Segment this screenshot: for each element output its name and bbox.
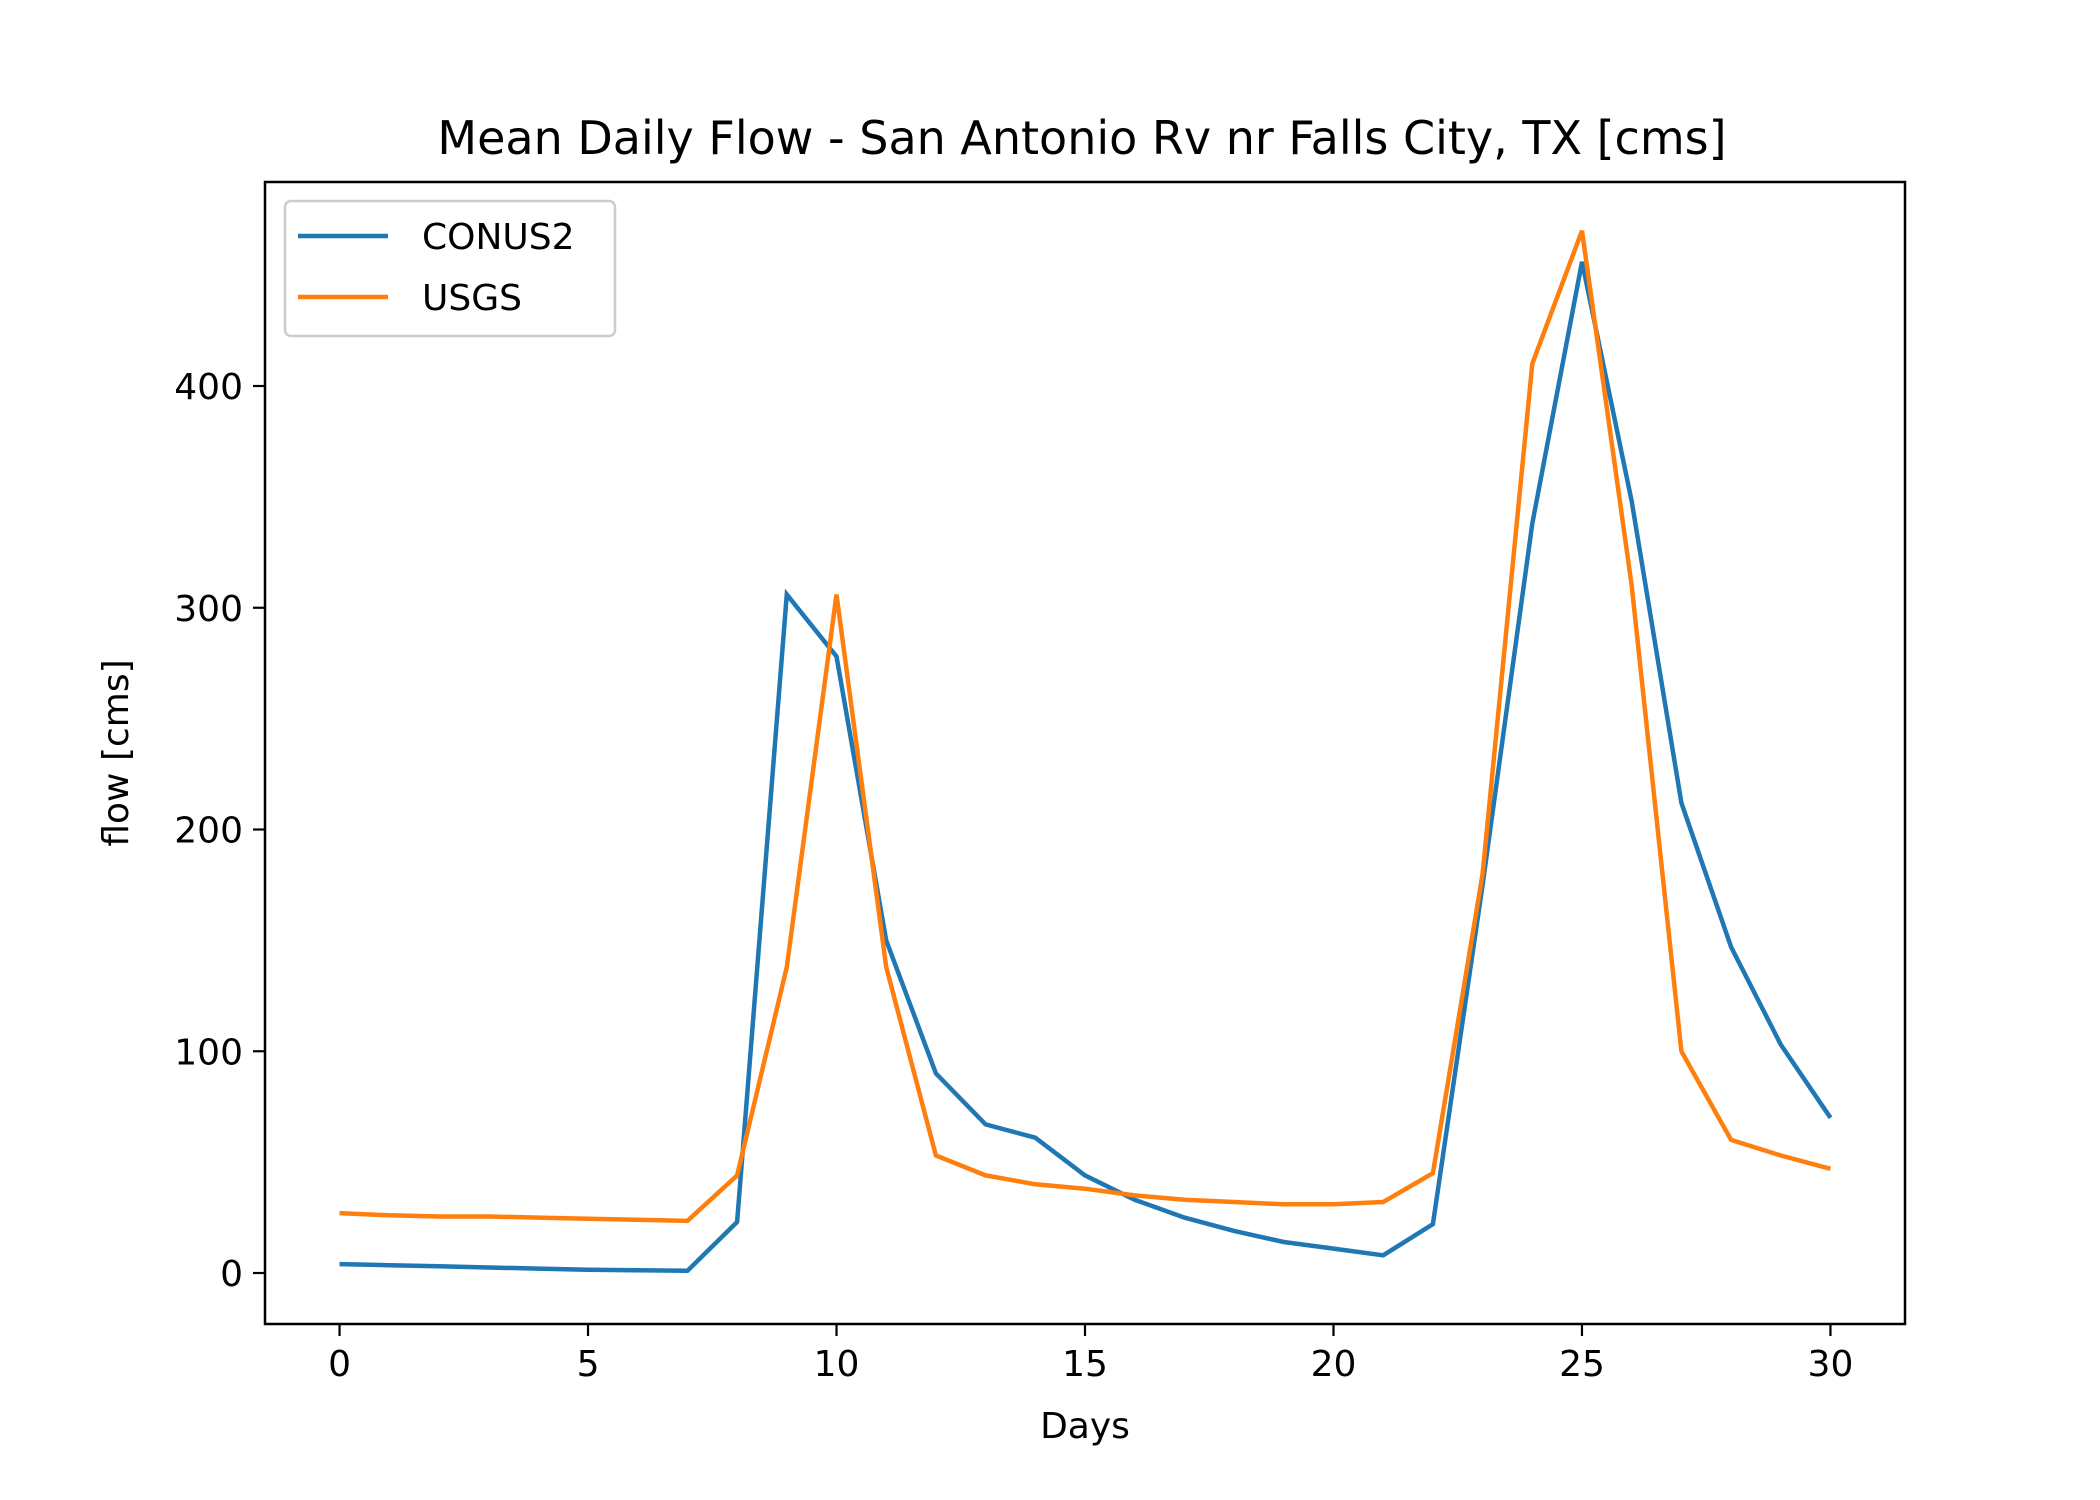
series-line-conus2 bbox=[339, 261, 1833, 1274]
series-layer bbox=[339, 230, 1833, 1274]
x-tick-label: 15 bbox=[1062, 1344, 1108, 1385]
y-axis: 0 100 200 300 400 bbox=[174, 367, 265, 1295]
x-axis-label: Days bbox=[1040, 1406, 1130, 1447]
x-tick-label: 20 bbox=[1311, 1344, 1357, 1385]
y-tick-label: 200 bbox=[174, 811, 243, 852]
legend-label-usgs: USGS bbox=[422, 278, 522, 319]
chart-title: Mean Daily Flow - San Antonio Rv nr Fall… bbox=[437, 111, 1726, 165]
x-tick-label: 0 bbox=[328, 1344, 351, 1385]
series-line-usgs bbox=[339, 230, 1832, 1224]
y-tick-label: 0 bbox=[220, 1254, 243, 1295]
x-tick-label: 30 bbox=[1808, 1344, 1854, 1385]
x-axis: 0 5 10 15 20 25 30 bbox=[328, 1324, 1853, 1385]
y-tick-label: 100 bbox=[174, 1032, 243, 1073]
y-tick-label: 300 bbox=[174, 589, 243, 630]
legend-label-conus2: CONUS2 bbox=[422, 217, 575, 258]
x-tick-label: 10 bbox=[814, 1344, 860, 1385]
legend: CONUS2 USGS bbox=[283, 199, 617, 338]
y-axis-label: flow [cms] bbox=[96, 659, 137, 846]
y-tick-label: 400 bbox=[174, 367, 243, 408]
x-tick-label: 25 bbox=[1559, 1344, 1605, 1385]
x-tick-label: 5 bbox=[577, 1344, 600, 1385]
